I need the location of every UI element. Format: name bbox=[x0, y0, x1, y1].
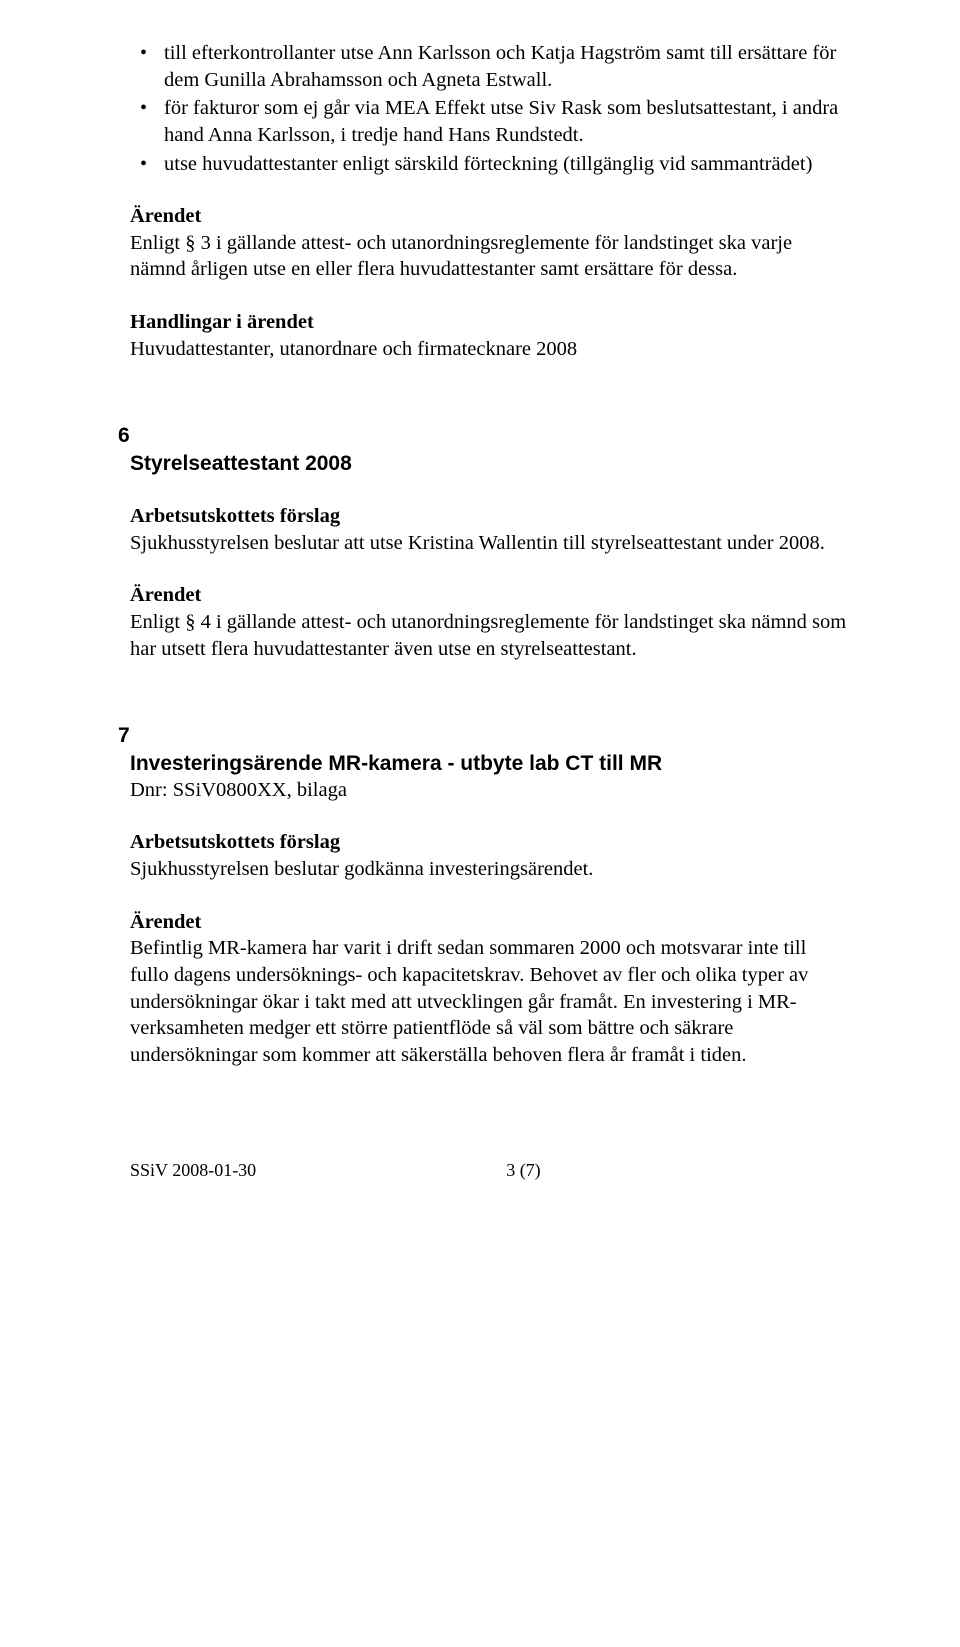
arendet-body: Enligt § 4 i gällande attest- och utanor… bbox=[130, 609, 850, 662]
forslag-body: Sjukhusstyrelsen beslutar att utse Krist… bbox=[130, 530, 850, 557]
arendet-body: Enligt § 3 i gällande attest- och utanor… bbox=[130, 230, 850, 283]
section-title-6: Styrelseattestant 2008 bbox=[130, 450, 850, 477]
dnr-line: Dnr: SSiV0800XX, bilaga bbox=[130, 777, 850, 804]
forslag-block-6: Arbetsutskottets förslag Sjukhusstyrelse… bbox=[130, 503, 850, 556]
forslag-heading: Arbetsutskottets förslag bbox=[130, 503, 850, 530]
bullet-list: till efterkontrollanter utse Ann Karlsso… bbox=[130, 40, 850, 177]
arendet-heading: Ärendet bbox=[130, 909, 850, 936]
section-number-7: 7 bbox=[118, 722, 850, 749]
handlingar-block: Handlingar i ärendet Huvudattestanter, u… bbox=[130, 309, 850, 362]
bullet-item: utse huvudattestanter enligt särskild fö… bbox=[130, 151, 850, 178]
forslag-body: Sjukhusstyrelsen beslutar godkänna inves… bbox=[130, 856, 850, 883]
bullet-item: för fakturor som ej går via MEA Effekt u… bbox=[130, 95, 850, 148]
handlingar-body: Huvudattestanter, utanordnare och firmat… bbox=[130, 336, 850, 363]
section-title-7: Investeringsärende MR-kamera - utbyte la… bbox=[130, 750, 850, 777]
page-footer: SSiV 2008-01-30 3 (7) bbox=[130, 1159, 850, 1182]
forslag-block-7: Arbetsutskottets förslag Sjukhusstyrelse… bbox=[130, 829, 850, 882]
footer-page-number: 3 (7) bbox=[506, 1159, 541, 1182]
arendet-body: Befintlig MR-kamera har varit i drift se… bbox=[130, 935, 850, 1068]
handlingar-heading: Handlingar i ärendet bbox=[130, 309, 850, 336]
arendet-block: Ärendet Enligt § 3 i gällande attest- oc… bbox=[130, 203, 850, 283]
forslag-heading: Arbetsutskottets förslag bbox=[130, 829, 850, 856]
section-number-6: 6 bbox=[118, 422, 850, 449]
arendet-block-6: Ärendet Enligt § 4 i gällande attest- oc… bbox=[130, 582, 850, 662]
arendet-heading: Ärendet bbox=[130, 582, 850, 609]
arendet-block-7: Ärendet Befintlig MR-kamera har varit i … bbox=[130, 909, 850, 1069]
footer-date: SSiV 2008-01-30 bbox=[130, 1159, 256, 1182]
bullet-item: till efterkontrollanter utse Ann Karlsso… bbox=[130, 40, 850, 93]
arendet-heading: Ärendet bbox=[130, 203, 850, 230]
